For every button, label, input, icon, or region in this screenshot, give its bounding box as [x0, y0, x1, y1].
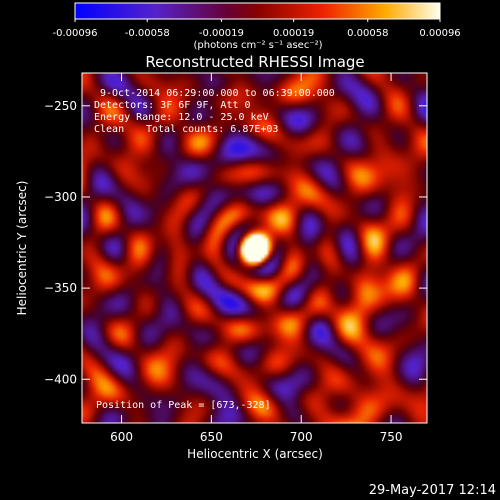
- y-axis-label: Heliocentric Y (arcsec): [15, 181, 29, 316]
- x-tick-label: 600: [110, 430, 133, 444]
- y-tick-label: −400: [44, 372, 77, 386]
- y-tick-label: −250: [44, 99, 77, 113]
- colorbar-label: (photons cm⁻² s⁻¹ asec⁻²): [193, 40, 322, 51]
- colorbar-tick-label: -0.00096: [53, 28, 98, 39]
- colorbar: [74, 2, 441, 20]
- annotation-energy-range: Energy Range: 12.0 - 25.0 keV: [94, 112, 269, 123]
- annotation-detectors: Detectors: 3F 6F 9F, Att 0: [94, 100, 251, 111]
- colorbar-tick-label: 0.00019: [273, 28, 314, 39]
- colorbar-ticks: -0.00096 -0.00058 -0.00019 0.00019 0.00058 0.…: [53, 19, 461, 39]
- heatmap-image: [82, 73, 427, 423]
- footer-date: 29-May-2017 12:14: [369, 483, 496, 498]
- annotation-method: Clean: [94, 124, 124, 135]
- annotation-time-range: 9-Oct-2014 06:29:00.000 to 06:39:00.000: [100, 88, 335, 99]
- heatmap-raster: [82, 73, 427, 423]
- plot-frame: [81, 72, 428, 424]
- axis-ticks: 600 650 700 750 −250 −300 −350 −400: [44, 73, 427, 444]
- y-tick-label: −300: [44, 190, 77, 204]
- colorbar-tick-label: 0.00096: [419, 28, 460, 39]
- annotation-total-counts: Total counts: 6.87E+03: [146, 124, 278, 135]
- colorbar-tick-label: -0.00058: [125, 28, 170, 39]
- x-tick-label: 700: [290, 430, 313, 444]
- annotation-peak-position: Position of Peak = [673,-328]: [96, 400, 271, 411]
- x-axis-label: Heliocentric X (arcsec): [187, 447, 323, 461]
- colorbar-tick-label: 0.00058: [347, 28, 388, 39]
- x-tick-label: 750: [380, 430, 403, 444]
- chart-title: Reconstructed RHESSI Image: [145, 53, 364, 71]
- x-tick-label: 650: [200, 430, 223, 444]
- y-tick-label: −350: [44, 281, 77, 295]
- colorbar-tick-label: -0.00019: [199, 28, 244, 39]
